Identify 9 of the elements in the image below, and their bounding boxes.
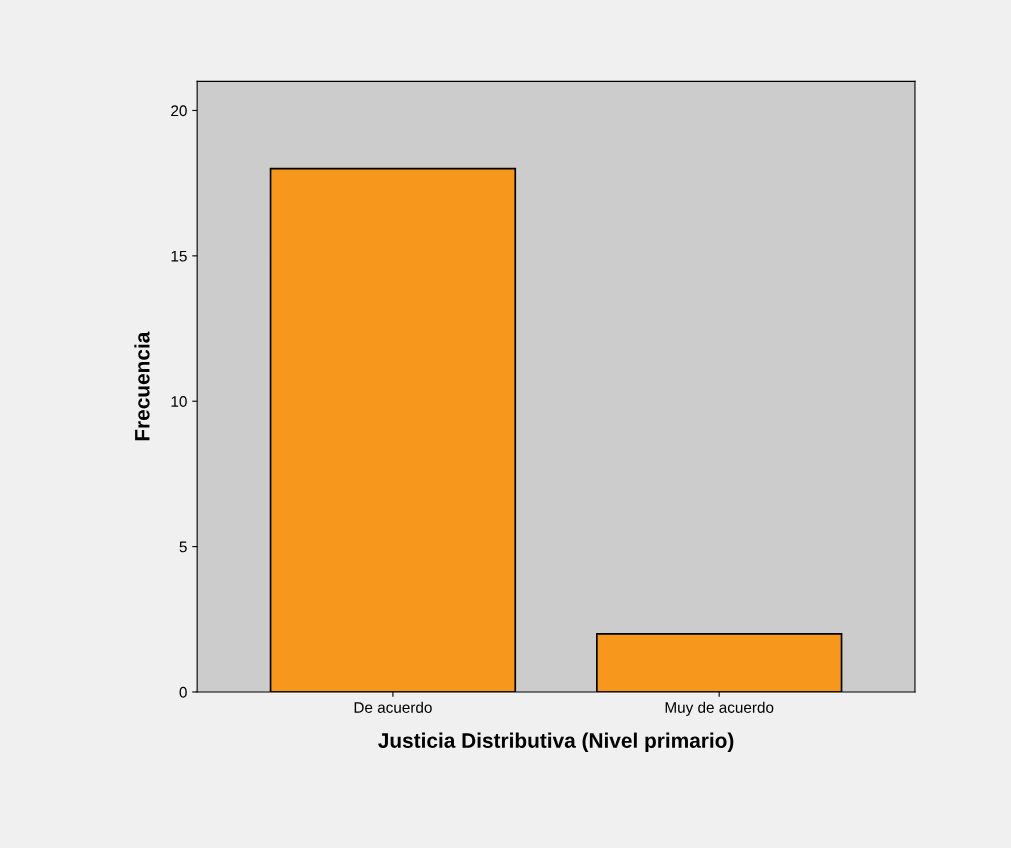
y-tick-label: 20 [171, 105, 187, 117]
x-axis-title: Justicia Distributiva (Nivel primario) [378, 732, 734, 753]
y-tick-label: 15 [171, 250, 187, 262]
x-tick-label: De acuerdo [354, 701, 432, 713]
y-axis-title: Frecuencia [134, 331, 150, 441]
y-tick-label: 0 [179, 686, 187, 698]
y-tick-label: 5 [179, 541, 187, 553]
x-tick-label: Muy de acuerdo [665, 701, 774, 716]
y-tick-label: 10 [171, 396, 187, 407]
